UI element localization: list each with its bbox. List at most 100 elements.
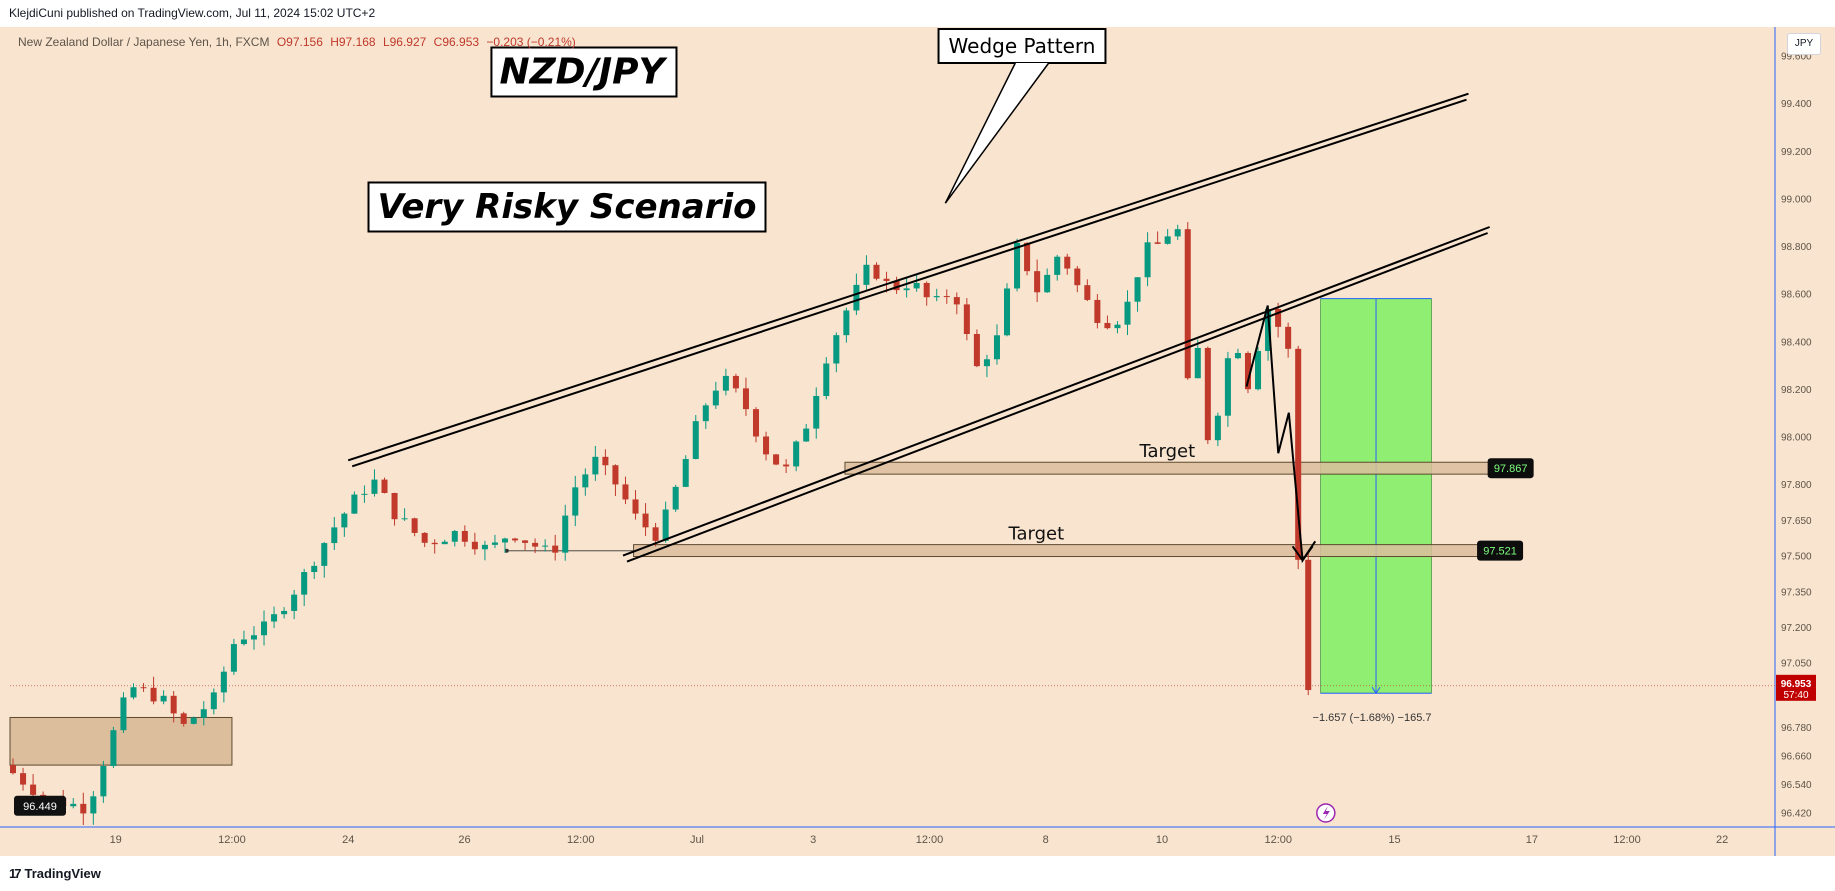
- legend-high: H97.168: [330, 35, 376, 49]
- x-tick-label: 10: [1156, 834, 1168, 846]
- candle-body: [150, 687, 157, 702]
- candle-body: [732, 375, 739, 389]
- candle-body: [271, 614, 278, 622]
- candle-body: [843, 310, 850, 336]
- target-price-label: 97.867: [1494, 463, 1528, 475]
- candle-body: [1255, 350, 1262, 390]
- candle-body: [1305, 559, 1312, 691]
- candle-body: [451, 530, 458, 542]
- candle-body: [110, 730, 117, 766]
- candle-body: [833, 335, 840, 364]
- y-tick-label: 98.000: [1781, 433, 1812, 444]
- x-tick-label: 26: [458, 834, 470, 846]
- candle-body: [371, 479, 378, 494]
- candle-body: [160, 695, 167, 702]
- x-tick-label: 17: [1526, 834, 1538, 846]
- candle-body: [301, 572, 308, 595]
- y-tick-label: 96.660: [1781, 752, 1812, 763]
- candle-body: [863, 264, 870, 285]
- svg-text:NZD/JPY: NZD/JPY: [499, 52, 668, 93]
- candle-body: [1074, 268, 1081, 286]
- wedge-upper-line[interactable]: [347, 92, 1469, 462]
- candle-body: [582, 474, 589, 488]
- candle-body: [391, 492, 398, 520]
- candle-body: [722, 375, 729, 391]
- candle-body: [30, 784, 37, 795]
- candle-body: [853, 284, 860, 311]
- candle-body: [1014, 242, 1021, 289]
- candle-body: [522, 540, 529, 543]
- brand-name: TradingView: [24, 866, 101, 881]
- candle-body: [1094, 299, 1101, 323]
- projection-arrow-head: [1371, 686, 1381, 695]
- candle-body: [311, 565, 318, 573]
- candle-body: [953, 297, 960, 305]
- candle-body: [993, 335, 1000, 360]
- candle-body: [100, 765, 107, 797]
- candle-body: [10, 765, 17, 774]
- x-tick-label: 12:00: [916, 834, 944, 846]
- candle-body: [421, 532, 428, 543]
- x-tick-label: 12:00: [218, 834, 246, 846]
- candle-body: [712, 390, 719, 406]
- candle-body: [773, 454, 780, 465]
- wedge-lower-line-inner[interactable]: [626, 232, 1488, 563]
- publisher-bar: KlejdiCuni published on TradingView.com,…: [0, 0, 1835, 27]
- projected-path[interactable]: [1245, 305, 1317, 564]
- symbol-legend: New Zealand Dollar / Japanese Yen, 1h, F…: [18, 35, 576, 49]
- candle-body: [70, 803, 77, 807]
- candle-body: [1084, 285, 1091, 300]
- candle-body: [441, 541, 448, 545]
- candle-body: [1144, 242, 1151, 278]
- candle-body: [702, 405, 709, 422]
- candle-body: [1004, 288, 1011, 336]
- candle-body: [281, 610, 288, 615]
- candle-body: [341, 513, 348, 528]
- y-tick-label: 99.000: [1781, 194, 1812, 205]
- candle-body: [1054, 256, 1061, 275]
- candle-body: [682, 458, 689, 487]
- target-price-badge: [1487, 458, 1534, 479]
- candle-body: [190, 717, 197, 724]
- y-tick-label: 97.800: [1781, 480, 1812, 491]
- title-box[interactable]: NZD/JPY: [490, 46, 678, 98]
- candle-body: [923, 282, 930, 298]
- candle-body: [622, 484, 629, 500]
- candle-body: [933, 296, 940, 298]
- projection-measure-label: −1.657 (−1.68%) −165.7: [1313, 712, 1432, 724]
- candle-body: [1265, 308, 1272, 351]
- candle-body: [1064, 256, 1071, 269]
- tradingview-brand[interactable]: 17 TradingView: [9, 866, 101, 881]
- scenario-box[interactable]: Very Risky Scenario: [367, 181, 767, 233]
- legend-symbol: New Zealand Dollar / Japanese Yen, 1h, F…: [18, 35, 270, 49]
- wedge-lower-line[interactable]: [622, 226, 1490, 557]
- candle-body: [461, 530, 468, 542]
- price-chart[interactable]: 99.600 99.400 99.200 99.000 98.800 98.600 98.4…: [0, 27, 1835, 856]
- candle-body: [481, 544, 488, 550]
- candle-body: [200, 709, 207, 718]
- left-price-label: 96.449: [23, 801, 57, 813]
- candle-body: [512, 538, 519, 541]
- candle-body: [361, 493, 368, 495]
- y-tick-label: 97.050: [1781, 659, 1812, 670]
- footer-bar: 17 TradingView: [0, 856, 1835, 891]
- candle-body: [572, 487, 579, 516]
- candle-body: [1214, 415, 1221, 441]
- candle-body: [783, 464, 790, 467]
- candle-body: [652, 527, 659, 541]
- left-price-badge: [14, 795, 66, 816]
- candle-body: [140, 687, 147, 689]
- candle-body: [170, 695, 177, 714]
- chart-area[interactable]: 99.600 99.400 99.200 99.000 98.800 98.600 98.4…: [0, 27, 1835, 856]
- wedge-pattern-callout[interactable]: Wedge Pattern: [937, 28, 1107, 64]
- target-zone[interactable]: [633, 544, 1480, 558]
- x-tick-label: 8: [1043, 834, 1049, 846]
- candle-body: [230, 644, 237, 672]
- currency-button[interactable]: JPY: [1787, 33, 1821, 55]
- wedge-upper-line-inner[interactable]: [351, 98, 1467, 468]
- candle-body: [813, 396, 820, 429]
- target-zone[interactable]: [844, 461, 1491, 475]
- candle-body: [1194, 347, 1201, 379]
- candle-body: [542, 545, 549, 547]
- candle-body: [220, 671, 227, 693]
